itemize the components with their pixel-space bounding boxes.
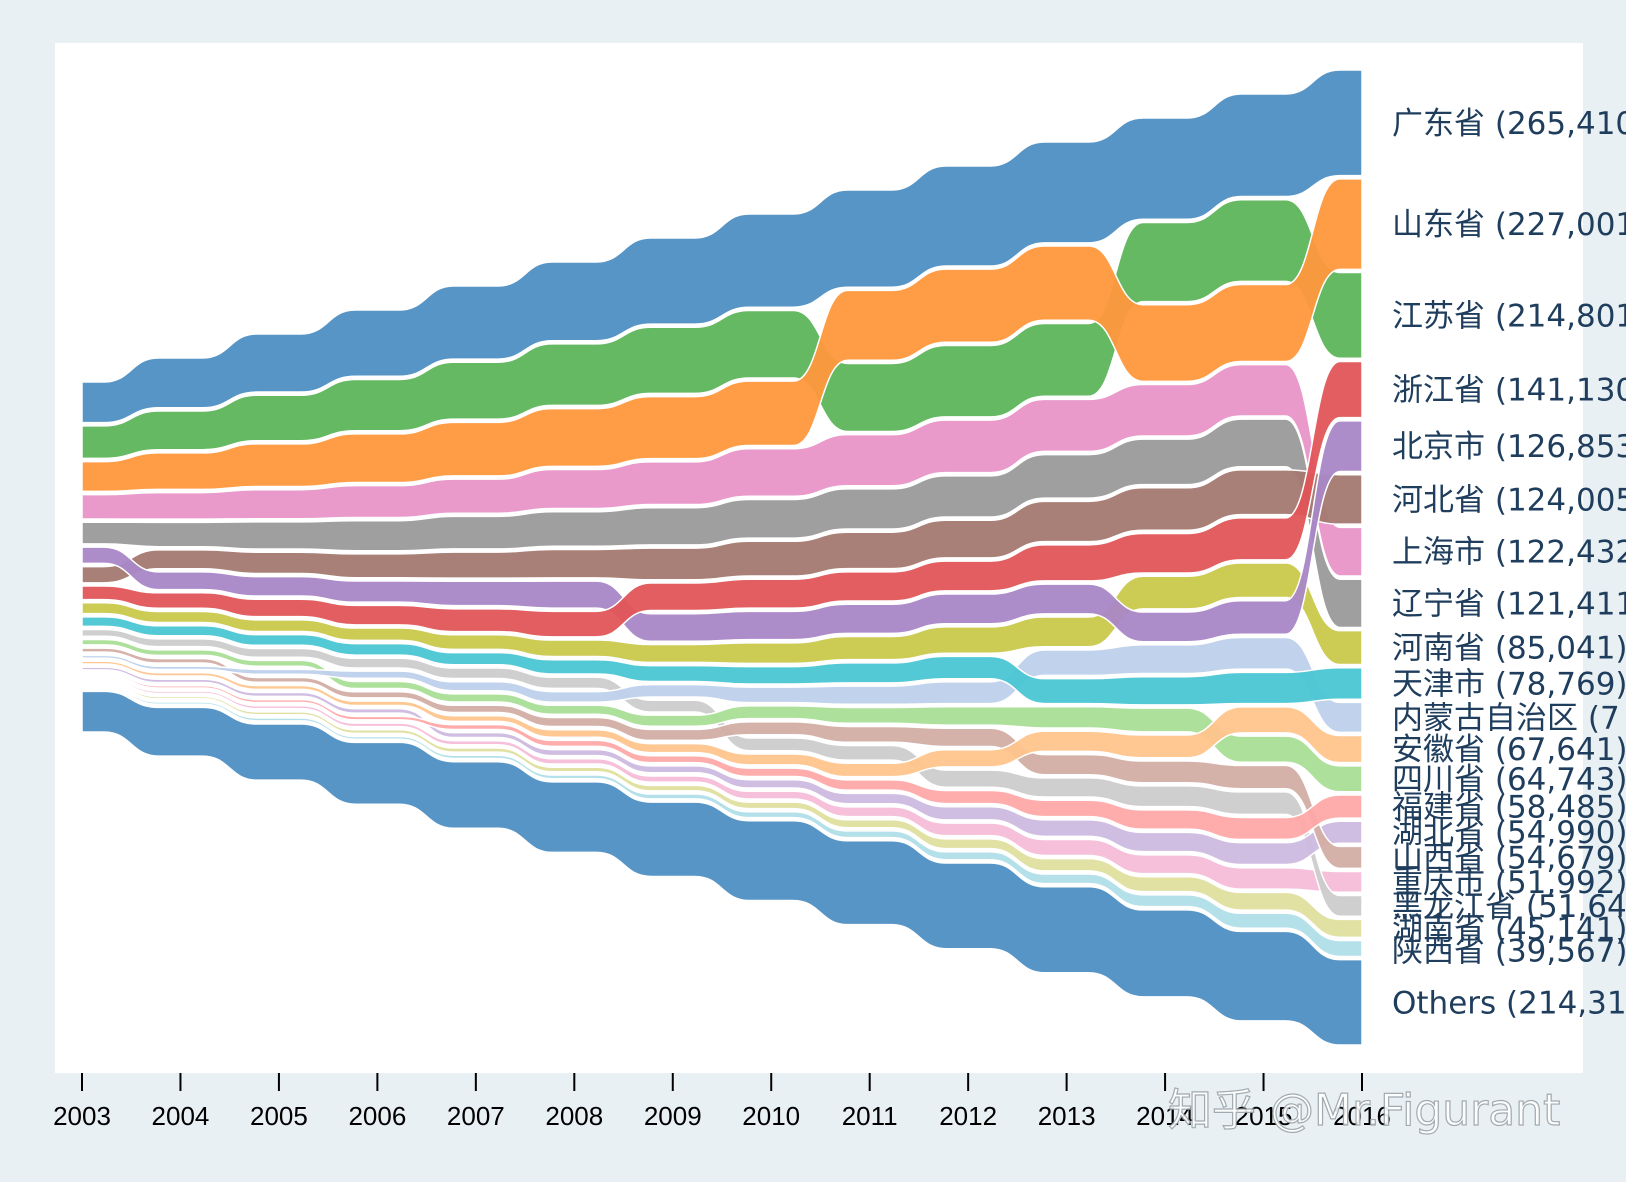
- band-安徽省: [81, 660, 1363, 778]
- x-tick-label: 2014: [1136, 1101, 1194, 1131]
- band-辽宁省: [81, 418, 1363, 629]
- label-陕西省: 陕西省 (39,567): [1392, 933, 1626, 969]
- x-tick-label: 2013: [1038, 1101, 1096, 1131]
- x-tick-label: 2007: [447, 1101, 505, 1131]
- band-四川省: [81, 638, 1363, 793]
- x-tick-label: 2008: [545, 1101, 603, 1131]
- label-山西省: 山西省 (54,679): [1392, 840, 1626, 876]
- x-tick-label: 2006: [348, 1101, 406, 1131]
- band-河南省: [81, 562, 1363, 666]
- band-内蒙古自治区: [81, 636, 1363, 734]
- label-广东省: 广东省 (265,410: [1392, 106, 1626, 142]
- band-黑龙江省: [81, 628, 1363, 917]
- x-tick-label: 2016: [1333, 1101, 1391, 1131]
- x-tick-label: 2012: [939, 1101, 997, 1131]
- x-tick-label: 2003: [53, 1101, 111, 1131]
- band-广东省: [81, 69, 1363, 424]
- x-tick-label: 2015: [1235, 1101, 1293, 1131]
- label-湖北省: 湖北省 (54,990): [1392, 815, 1626, 851]
- band-陕西省: [81, 686, 1363, 958]
- band-福建省: [81, 672, 1363, 841]
- label-福建省: 福建省 (58,485): [1392, 790, 1626, 826]
- label-浙江省: 浙江省 (141,130: [1392, 373, 1626, 409]
- band-天津市: [81, 616, 1363, 706]
- band-河北省: [81, 469, 1363, 584]
- band-上海市: [81, 363, 1363, 577]
- band-山东省: [81, 178, 1363, 493]
- series-labels: 广东省 (265,410 山东省 (227,001 江苏省 (214,801 浙江省 …: [1392, 106, 1626, 1022]
- band-Others: [81, 690, 1363, 1046]
- label-上海市: 上海市 (122,432: [1392, 535, 1626, 571]
- band-湖北省: [81, 666, 1363, 866]
- label-山东省: 山东省 (227,001: [1392, 207, 1626, 243]
- label-天津市: 天津市 (78,769): [1392, 666, 1626, 702]
- label-黑龙江省: 黑龙江省 (51,64: [1392, 889, 1626, 925]
- band-山西省: [81, 647, 1363, 870]
- band-北京市: [81, 420, 1363, 643]
- label-安徽省: 安徽省 (67,641): [1392, 732, 1626, 768]
- x-tick-label: 2005: [250, 1101, 308, 1131]
- x-tick-label: 2004: [152, 1101, 210, 1131]
- label-Others: Others (214,317: [1392, 985, 1626, 1021]
- band-湖南省: [81, 681, 1363, 939]
- x-tick-label: 2009: [644, 1101, 702, 1131]
- label-河北省: 河北省 (124,005: [1392, 482, 1626, 518]
- x-tick-label: 2011: [842, 1101, 898, 1131]
- label-湖南省: 湖南省 (45,141): [1392, 911, 1626, 947]
- stream-bands: [81, 69, 1363, 1046]
- label-内蒙古自治区: 内蒙古自治区 (7: [1392, 700, 1620, 736]
- label-四川省: 四川省 (64,743): [1392, 762, 1626, 798]
- label-北京市: 北京市 (126,853: [1392, 429, 1626, 465]
- label-辽宁省: 辽宁省 (121,411: [1392, 586, 1626, 622]
- x-tick-label: 2010: [742, 1101, 800, 1131]
- label-江苏省: 江苏省 (214,801: [1392, 298, 1626, 334]
- label-重庆市: 重庆市 (51,992): [1392, 865, 1626, 901]
- band-江苏省: [81, 199, 1363, 460]
- band-重庆市: [81, 676, 1363, 894]
- x-axis: 2003 2004 2005 2006 2007 2008 2009 2010 2011 2012…: [53, 1073, 1391, 1131]
- band-浙江省: [81, 360, 1363, 638]
- label-河南省: 河南省 (85,041): [1392, 631, 1626, 667]
- watermark: 知乎 @Mr.Figurant: [1168, 1085, 1560, 1136]
